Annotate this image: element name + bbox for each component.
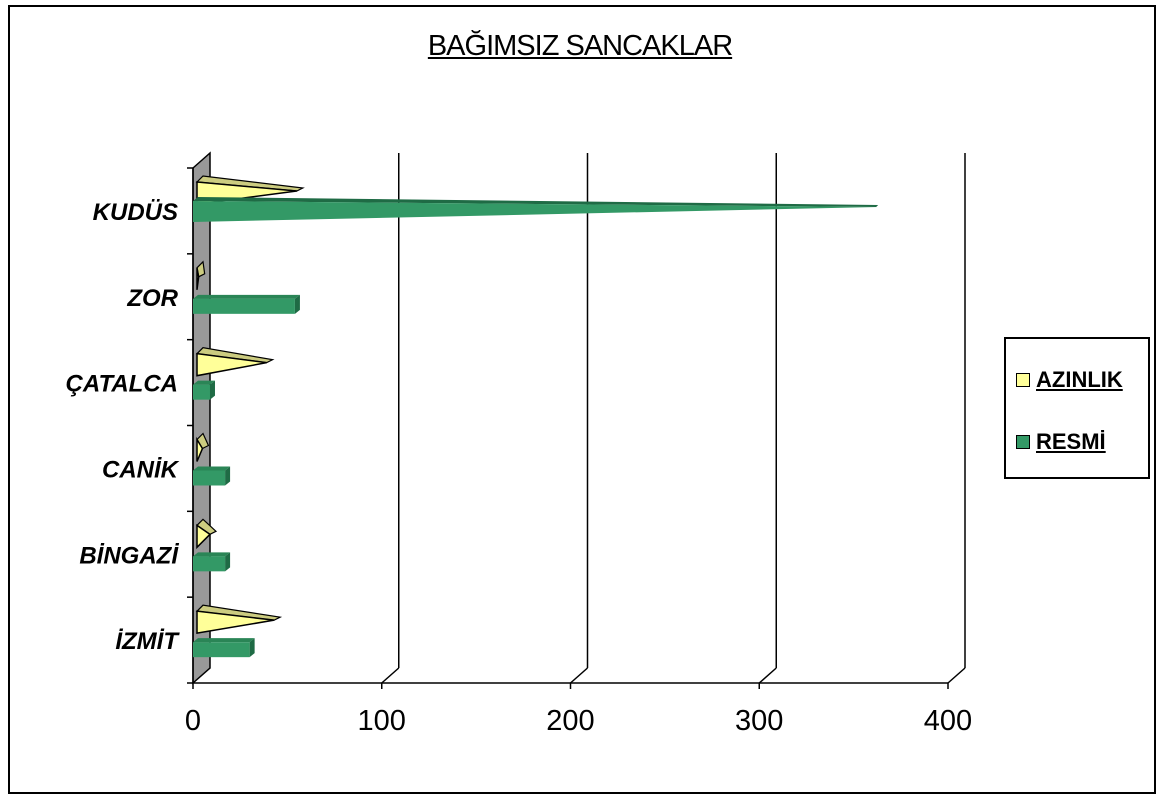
- legend-label-resmi: RESMİ: [1036, 429, 1106, 454]
- category-label: CANİK: [102, 456, 180, 483]
- gridlines: [187, 153, 966, 689]
- bar-resmi: [193, 470, 226, 486]
- legend: AZINLIK RESMİ: [1004, 337, 1150, 479]
- bar-resmi: [193, 556, 226, 572]
- bar-resmi-top: [193, 552, 231, 557]
- gridline-floor: [947, 667, 966, 684]
- bar-azinlik: [196, 436, 204, 462]
- bar-azinlik: [196, 352, 267, 377]
- x-tick-label: 100: [358, 705, 406, 737]
- bar-resmi-top: [193, 380, 215, 385]
- legend-swatch-resmi: [1016, 435, 1030, 449]
- bar-resmi-top: [193, 197, 879, 207]
- gridline-floor: [758, 667, 777, 684]
- bar-resmi-top: [193, 466, 231, 471]
- bar-resmi: [193, 298, 295, 314]
- bar-resmi-side: [225, 552, 231, 572]
- x-tick-label: 400: [924, 705, 972, 737]
- category-labels: KUDÜS ZOR ÇATALCA CANİK BİNGAZİ İZMİT: [66, 199, 181, 655]
- bar-resmi: [193, 642, 250, 658]
- x-tick-label: 200: [546, 705, 594, 737]
- bar-azinlik: [196, 610, 275, 635]
- bar-resmi-side: [294, 294, 300, 314]
- bar-resmi: [193, 384, 210, 400]
- side-wall-plane: [192, 151, 211, 685]
- category-label: İZMİT: [115, 628, 180, 655]
- legend-label-azinlik: AZINLIK: [1036, 367, 1123, 392]
- category-label: ÇATALCA: [66, 371, 178, 398]
- bar-resmi: [193, 201, 879, 222]
- bar-resmi-side: [225, 466, 231, 486]
- category-label: ZOR: [126, 285, 178, 312]
- legend-item-azinlik: AZINLIK: [1016, 367, 1123, 393]
- legend-item-resmi: RESMİ: [1016, 429, 1106, 455]
- side-wall: [192, 151, 948, 685]
- gridline-floor: [570, 667, 588, 684]
- chart-title: BAĞIMSIZ SANCAKLAR: [427, 30, 733, 62]
- legend-swatch-azinlik: [1016, 373, 1030, 387]
- category-label: KUDÜS: [93, 199, 178, 226]
- bar-azinlik: [196, 267, 200, 290]
- x-tick-label: 0: [185, 705, 201, 737]
- bar-resmi-top: [193, 638, 255, 643]
- tick-labels: 0 100 200 300 400: [185, 705, 972, 737]
- bar-resmi-side: [209, 380, 215, 400]
- bars: [193, 175, 879, 658]
- bar-resmi-side: [249, 638, 255, 658]
- bar-azinlik: [196, 523, 212, 550]
- category-label: BİNGAZİ: [79, 542, 179, 569]
- bar-resmi-top: [193, 294, 300, 299]
- gridline-floor: [381, 667, 400, 684]
- x-tick-label: 300: [735, 705, 783, 737]
